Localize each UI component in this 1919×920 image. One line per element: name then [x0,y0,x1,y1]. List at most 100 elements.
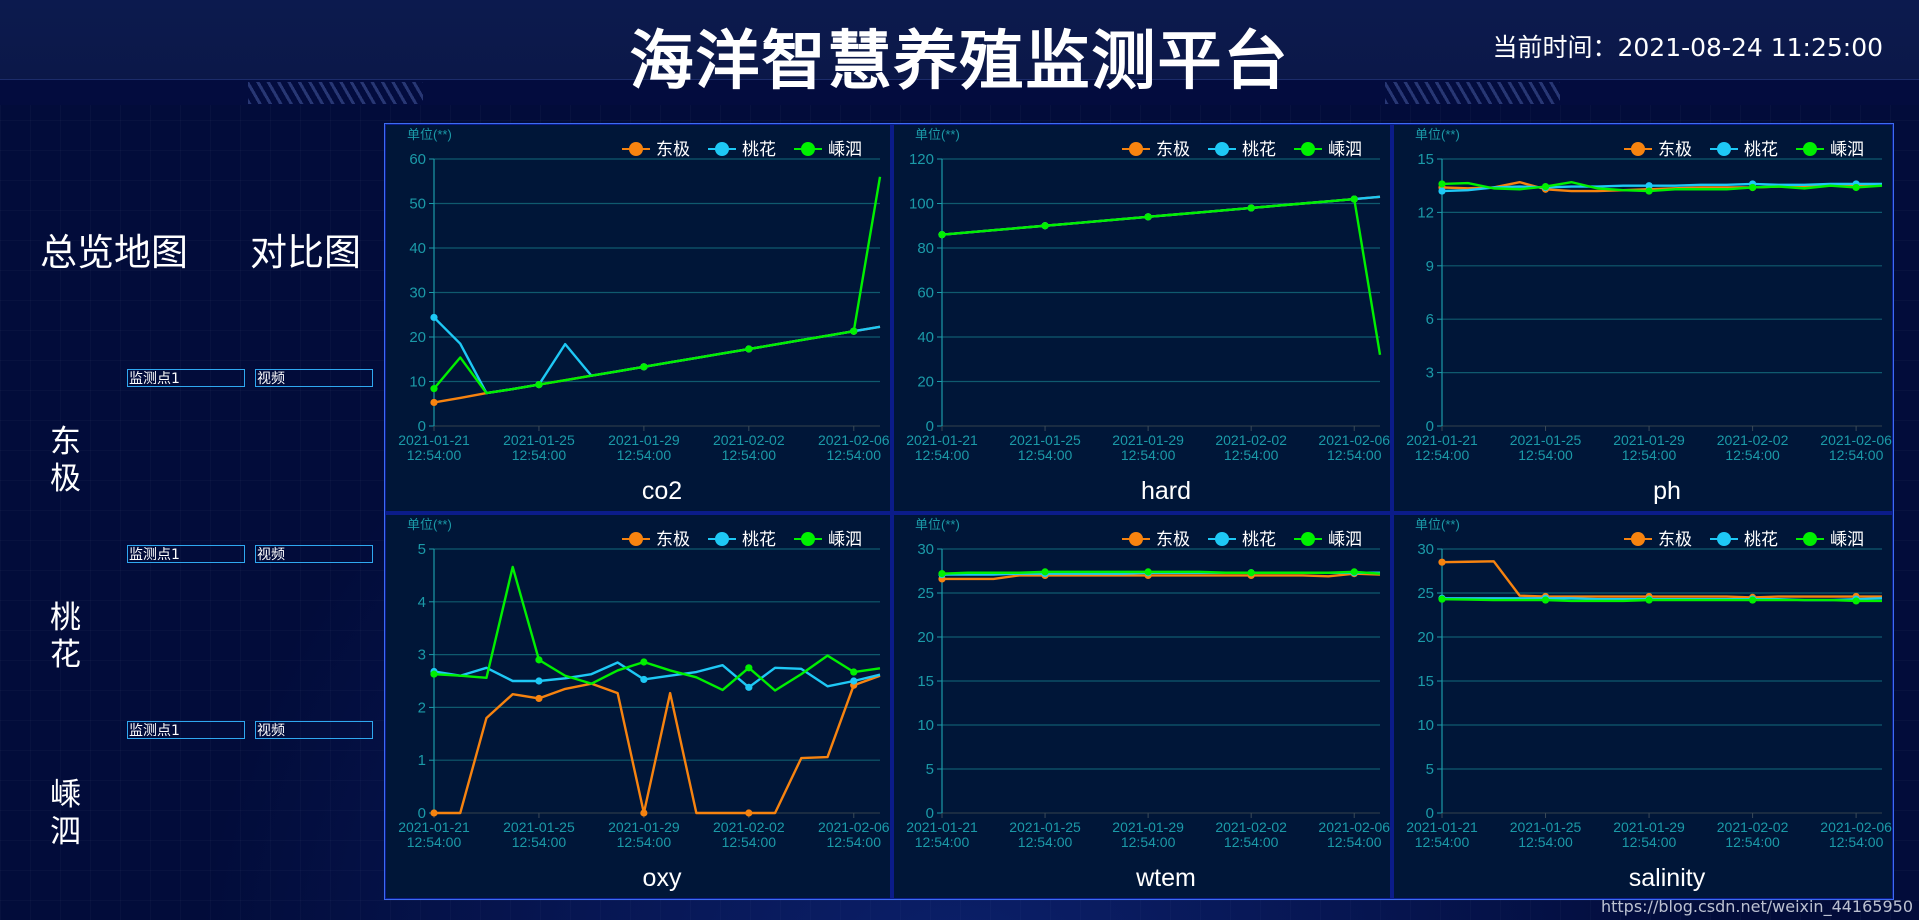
legend-label: 桃花 [1744,140,1778,159]
legend-label: 桃花 [1242,530,1276,549]
y-tick-label: 6 [1426,311,1434,328]
legend-item[interactable]: 桃花 [1710,140,1778,159]
y-tick-label: 12 [1417,204,1434,221]
x-tick-label: 2021-01-29 [1112,432,1184,448]
x-tick-label: 2021-01-25 [1009,819,1081,835]
data-point [430,313,438,322]
legend-item[interactable]: 嵊泗 [1796,140,1864,159]
chart-ph[interactable]: 单位(**) 0 3 6 9 12 15 2021-01-21 12:54:00 2021-01-… [1394,125,1892,511]
site-taohua-video-button[interactable]: 视频 [255,545,373,563]
header-hatch-right [1385,82,1560,104]
series-line [1441,180,1883,193]
data-point [1041,568,1049,576]
x-tick-label-time: 12:54:00 [512,447,567,463]
site-dongji-video-button[interactable]: 视频 [255,369,373,387]
legend-marker-icon [715,142,729,156]
data-point [535,381,543,389]
chart-co2[interactable]: 单位(**) 0 10 20 30 40 50 60 2021-01-21 12:54:00 202… [386,125,890,511]
site-shengsi-monitor-point-button[interactable]: 监测点1 [127,721,245,739]
legend-item[interactable]: 嵊泗 [1294,140,1362,159]
data-point [1541,182,1550,191]
chart-hard[interactable]: 单位(**) 0 20 40 60 80 100 120 2021-01-21 12:54:00 2… [894,125,1390,511]
x-tick-label-time: 12:54:00 [827,447,882,463]
x-tick-label: 2021-02-02 [713,432,785,448]
legend-item[interactable]: 东极 [1122,530,1190,549]
nav-comparison-chart[interactable]: 对比图 [250,231,361,274]
page-title: 海洋智慧养殖监测平台 [629,25,1290,99]
legend-item[interactable]: 嵊泗 [1294,530,1362,549]
series-line [1441,560,1882,599]
legend-item[interactable]: 桃花 [1208,530,1276,549]
y-tick-label: 5 [418,541,426,558]
legend-label: 东极 [1156,530,1190,549]
header-bar: 海洋智慧养殖监测平台 当前时间：2021-08-24 11:25:00 [0,0,1919,105]
data-point [745,345,753,353]
legend-item[interactable]: 桃花 [708,530,776,549]
legend-item[interactable]: 桃花 [708,140,776,159]
x-tick-label: 2021-01-21 [906,819,978,835]
x-tick-label-time: 12:54:00 [1622,447,1677,463]
chart-title: oxy [643,864,682,892]
line-chart-svg: 单位(**)0510152025302021-01-2112:54:002021… [906,517,1390,892]
site-taohua-monitor-point-button[interactable]: 监测点1 [127,545,245,563]
legend-item[interactable]: 嵊泗 [1796,530,1864,549]
x-tick-label: 2021-01-21 [906,432,978,448]
data-point [1438,180,1446,188]
y-tick-label: 120 [909,151,934,168]
y-tick-label: 5 [926,761,934,778]
data-point [1041,222,1049,230]
data-point [535,677,543,685]
legend-item[interactable]: 东极 [1624,530,1692,549]
legend-label: 桃花 [742,530,776,549]
y-tick-label: 30 [409,285,426,302]
site-dongji-monitor-point-button[interactable]: 监测点1 [127,369,245,387]
y-tick-label: 20 [917,374,934,391]
series-line [433,565,881,692]
data-point [745,683,753,691]
legend-label: 东极 [1658,140,1692,159]
legend-item[interactable]: 嵊泗 [794,530,862,549]
x-tick-label: 2021-02-02 [1717,432,1789,448]
x-tick-label-time: 12:54:00 [915,834,970,850]
unit-label: 单位(**) [1415,127,1460,142]
x-tick-label: 2021-01-25 [1009,432,1081,448]
chart-salinity[interactable]: 单位(**) 0 5 10 15 20 25 30 2021-01-21 12:54:00 2021… [1394,515,1892,898]
data-point [640,809,648,817]
legend-item[interactable]: 桃花 [1208,140,1276,159]
data-point [850,327,858,335]
legend-item[interactable]: 东极 [1122,140,1190,159]
site-shengsi-video-button[interactable]: 视频 [255,721,373,739]
legend-marker-icon [1301,532,1315,546]
x-tick-label: 2021-01-29 [1112,819,1184,835]
y-tick-label: 30 [917,541,934,558]
x-tick-label-time: 12:54:00 [407,447,462,463]
legend-item[interactable]: 桃花 [1710,530,1778,549]
data-point [1645,596,1653,604]
legend-item[interactable]: 东极 [622,530,690,549]
legend-item[interactable]: 嵊泗 [794,140,862,159]
data-point [430,809,438,817]
current-time-label: 当前时间： [1492,33,1618,62]
y-tick-label: 4 [418,594,426,611]
legend-label: 嵊泗 [1830,140,1864,159]
nav-overview-map[interactable]: 总览地图 [40,231,188,274]
legend-item[interactable]: 东极 [1624,140,1692,159]
x-tick-label: 2021-01-25 [1510,432,1582,448]
x-tick-label: 2021-02-06 [1820,819,1892,835]
data-point [1438,187,1446,195]
chart-oxy[interactable]: 单位(**) 0 1 2 3 4 5 2021-01-21 12:54:00 2021-01-25… [386,515,890,898]
data-point [1748,183,1757,192]
data-point [535,656,543,664]
legend-label: 嵊泗 [828,140,862,159]
legend-item[interactable]: 东极 [622,140,690,159]
legend-marker-icon [1129,532,1143,546]
chart-wtem[interactable]: 单位(**) 0 5 10 15 20 25 30 2021-01-21 12:54:00 2021… [894,515,1390,898]
x-tick-label: 2021-01-25 [503,819,575,835]
x-tick-label: 2021-02-06 [1820,432,1892,448]
y-tick-label: 80 [917,240,934,257]
x-tick-label: 2021-01-21 [398,432,470,448]
legend-label: 桃花 [1744,530,1778,549]
unit-label: 单位(**) [915,127,960,142]
y-tick-label: 2 [418,699,426,716]
legend-label: 东极 [1658,530,1692,549]
